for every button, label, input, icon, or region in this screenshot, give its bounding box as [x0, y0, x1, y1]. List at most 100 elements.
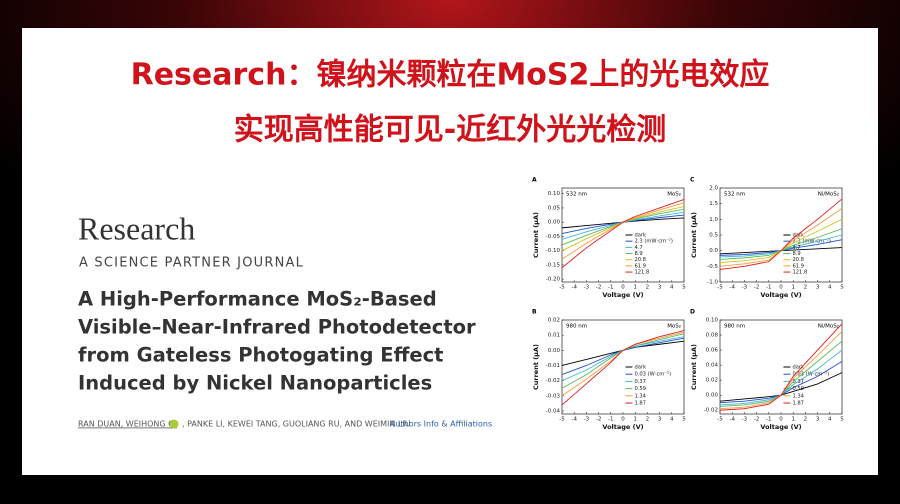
legend-label: 0.03 (W·cm⁻²) — [634, 372, 671, 378]
y-tick-label: 0.10 — [706, 318, 719, 324]
x-tick-label: 4 — [670, 417, 674, 423]
series-line — [719, 323, 843, 411]
x-tick-label: -1 — [608, 285, 613, 291]
paper-title: from Gateless Photogating Effect — [78, 344, 444, 367]
x-tick-label: 5 — [682, 417, 686, 423]
legend-label: 1.34 — [634, 393, 646, 399]
y-tick-label: -0.01 — [546, 363, 560, 369]
legend-label: 20.8 — [634, 257, 646, 263]
x-tick-label: 5 — [840, 285, 844, 291]
panel-material: Ni/MoS₂ — [818, 324, 839, 330]
headline: Research：镍纳米颗粒在MoS2上的光电效应 — [131, 58, 770, 93]
x-tick-label: 1 — [633, 417, 637, 423]
y-tick-label: -0.03 — [546, 393, 561, 399]
legend-label: 4.7 — [792, 245, 800, 251]
y-tick-label: 0.10 — [548, 191, 561, 197]
affiliations-link[interactable]: Authors Info & Affiliations — [390, 420, 492, 429]
x-tick-label: -5 — [559, 417, 565, 423]
panel-material: Ni/MoS₂ — [818, 192, 839, 198]
x-tick-label: 1 — [791, 285, 795, 291]
x-tick-label: -3 — [742, 285, 748, 291]
x-tick-label: -5 — [717, 417, 723, 423]
orcid-icon[interactable] — [169, 419, 179, 429]
y-tick-label: 0.02 — [706, 378, 718, 384]
legend-label: 0.37 — [792, 379, 804, 385]
y-axis-label: Current (μA) — [690, 212, 698, 258]
y-tick-label: 0.06 — [706, 348, 719, 354]
y-tick-label: 0.00 — [548, 220, 561, 226]
x-tick-label: 3 — [816, 285, 820, 291]
y-tick-label: -0.5 — [707, 264, 718, 270]
y-tick-label: -0.04 — [546, 408, 561, 414]
legend-label: 4.7 — [634, 245, 642, 251]
x-axis-label: Voltage (V) — [602, 291, 643, 299]
x-tick-label: 0 — [621, 285, 625, 291]
x-tick-label: 0 — [621, 417, 625, 423]
y-tick-label: -0.02 — [546, 378, 560, 384]
x-tick-label: 2 — [804, 285, 808, 291]
panel-label: A — [532, 177, 537, 184]
legend-label: dark — [634, 365, 646, 371]
panel-label: B — [532, 309, 537, 316]
paper-title: A High-Performance MoS₂-Based — [78, 288, 437, 311]
y-tick-label: 0.05 — [548, 205, 561, 211]
y-tick-label: -0.05 — [546, 234, 561, 240]
y-tick-label: 0.00 — [548, 348, 561, 354]
legend-label: 1.87 — [634, 401, 646, 407]
y-tick-label: -0.15 — [546, 262, 561, 268]
x-axis-label: Voltage (V) — [602, 423, 643, 431]
paper-title: Visible–Near-Infrared Photodetector — [78, 316, 476, 339]
x-axis-label: Voltage (V) — [760, 423, 801, 431]
x-tick-label: 4 — [828, 417, 832, 423]
legend-label: dark — [792, 365, 804, 371]
x-axis-label: Voltage (V) — [760, 291, 801, 299]
x-tick-label: -3 — [584, 417, 590, 423]
x-tick-label: -5 — [717, 285, 723, 291]
legend-label: 121.8 — [792, 270, 807, 276]
y-tick-label: 0.04 — [706, 363, 719, 369]
x-tick-label: -2 — [596, 285, 601, 291]
x-tick-label: -2 — [754, 285, 759, 291]
authors[interactable]: RAN DUAN, WEIHONG QI — [78, 420, 177, 429]
legend-label: 0.37 — [634, 379, 646, 385]
x-tick-label: -3 — [742, 417, 748, 423]
x-tick-label: -2 — [596, 417, 601, 423]
y-tick-label: 0.08 — [706, 333, 719, 339]
y-tick-label: 1.0 — [709, 217, 718, 223]
x-tick-label: 4 — [828, 285, 832, 291]
series-line — [561, 330, 685, 406]
y-tick-label: 1.5 — [709, 201, 718, 207]
x-tick-label: 1 — [791, 417, 795, 423]
x-tick-label: -1 — [766, 285, 771, 291]
series-line — [561, 198, 685, 269]
legend-label: 1.87 — [792, 401, 804, 407]
x-tick-label: -5 — [559, 285, 565, 291]
panel-wavelength: 532 nm — [566, 192, 587, 198]
legend-label: 61.9 — [792, 263, 804, 269]
y-tick-label: 0.02 — [548, 318, 560, 324]
x-tick-label: -1 — [608, 417, 613, 423]
authors[interactable]: , PANKE LI, KEWEI TANG, GUOLIANG RU, AND… — [182, 420, 411, 429]
panel-wavelength: 532 nm — [724, 192, 745, 198]
card — [22, 28, 878, 475]
x-tick-label: 0 — [779, 285, 783, 291]
x-tick-label: 3 — [658, 285, 662, 291]
legend-label: 20.8 — [792, 257, 804, 263]
x-tick-label: -1 — [766, 417, 771, 423]
panel-material: MoS₂ — [667, 192, 681, 198]
x-tick-label: 2 — [646, 285, 650, 291]
legend-label: 121.8 — [634, 270, 649, 276]
y-tick-label: -0.10 — [546, 248, 561, 254]
legend-label: 0.59 — [634, 386, 646, 392]
y-axis-label: Current (μA) — [532, 344, 540, 390]
y-tick-label: -1.0 — [707, 280, 718, 286]
x-tick-label: -4 — [571, 285, 577, 291]
legend-label: 1.34 — [792, 393, 804, 399]
x-tick-label: -4 — [571, 417, 577, 423]
journal-tagline: A SCIENCE PARTNER JOURNAL — [79, 256, 304, 271]
x-tick-label: 3 — [658, 417, 662, 423]
panel-material: MoS₂ — [667, 324, 681, 330]
legend-label: dark — [792, 233, 804, 239]
x-tick-label: 2 — [804, 417, 808, 423]
y-tick-label: 0.01 — [548, 333, 560, 339]
